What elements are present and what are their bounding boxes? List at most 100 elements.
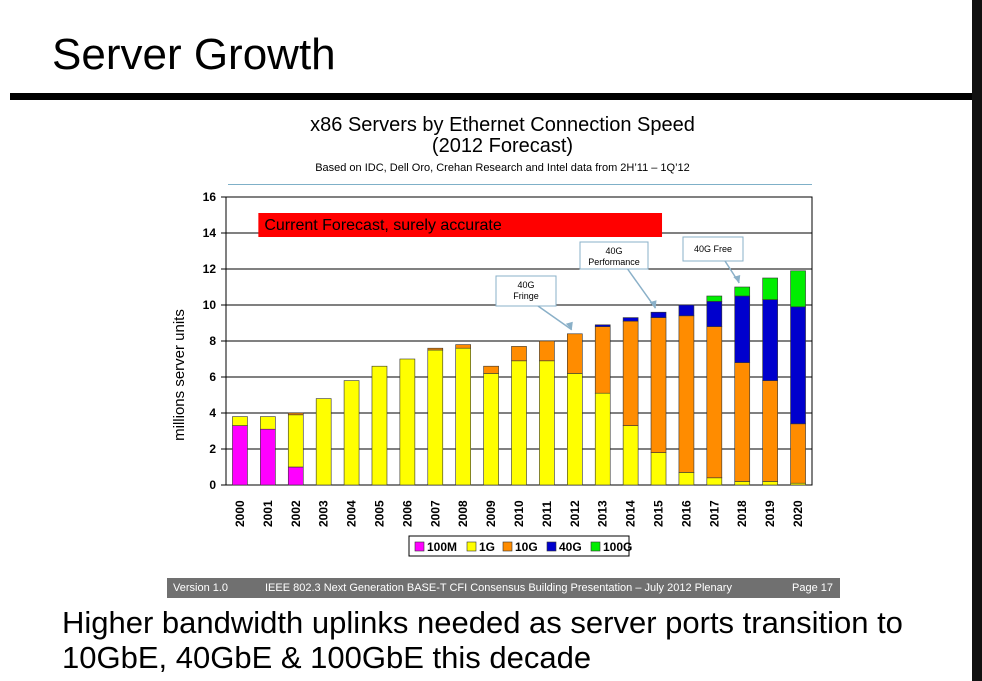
bar-segment-10g bbox=[762, 380, 778, 482]
callout-arrow bbox=[626, 268, 657, 309]
chart-title-line1: x86 Servers by Ethernet Connection Speed bbox=[310, 114, 695, 136]
x-tick-label: 2017 bbox=[707, 500, 721, 527]
legend-swatch bbox=[414, 541, 425, 552]
bar-segment-10g bbox=[511, 346, 527, 362]
bar-segment-1g bbox=[455, 347, 471, 486]
bar-segment-40g bbox=[650, 311, 667, 318]
x-tick-label: 2011 bbox=[540, 501, 554, 527]
bar-segment-1g bbox=[678, 472, 695, 486]
forecast-banner bbox=[258, 213, 663, 237]
x-tick-label: 2004 bbox=[345, 500, 359, 527]
callout-text: 40G bbox=[517, 280, 534, 290]
bar-segment-40g bbox=[594, 324, 611, 327]
bar-segment-100m bbox=[260, 428, 276, 486]
legend-label: 100G bbox=[603, 540, 632, 554]
y-tick-label: 12 bbox=[203, 262, 217, 276]
callout-box bbox=[579, 241, 649, 270]
y-tick-label: 14 bbox=[203, 226, 217, 240]
bar-segment-100g bbox=[706, 295, 723, 302]
bar-segment-10g bbox=[622, 320, 639, 426]
bar-segment-1g bbox=[287, 414, 304, 468]
x-tick-label: 2018 bbox=[735, 500, 749, 527]
bar-segment-10g bbox=[678, 315, 695, 473]
bar-segment-10g bbox=[706, 326, 723, 479]
bar-segment-100g bbox=[790, 270, 806, 308]
subtitle-divider bbox=[228, 184, 812, 185]
bar-segment-10g bbox=[790, 423, 806, 484]
takeaway-line1: Higher bandwidth uplinks needed as serve… bbox=[62, 605, 903, 640]
bar-segment-1g bbox=[343, 380, 360, 486]
bar-segment-10g bbox=[427, 347, 444, 351]
chart-title: x86 Servers by Ethernet Connection Speed… bbox=[230, 115, 775, 157]
x-tick-label: 2000 bbox=[233, 500, 247, 527]
callout-text: 40G bbox=[605, 246, 622, 256]
bar-segment-10g bbox=[734, 362, 751, 482]
legend-label: 40G bbox=[559, 540, 582, 554]
x-tick-label: 2014 bbox=[624, 500, 638, 527]
callout-arrowhead bbox=[649, 300, 657, 309]
bar-segment-10g bbox=[539, 340, 555, 362]
bar-segment-1g bbox=[567, 373, 583, 486]
x-tick-label: 2008 bbox=[456, 500, 470, 527]
legend-label: 100M bbox=[427, 540, 457, 554]
bar-segment-10g bbox=[594, 326, 611, 394]
x-tick-label: 2002 bbox=[289, 500, 303, 527]
bar-segment-1g bbox=[594, 392, 611, 486]
legend-swatch bbox=[590, 541, 601, 552]
slide-takeaway: Higher bandwidth uplinks needed as serve… bbox=[62, 605, 962, 675]
bar-segment-1g bbox=[762, 481, 778, 486]
callout-text: 40G Free bbox=[694, 244, 732, 254]
bar-segment-10g bbox=[455, 344, 471, 349]
bar-segment-1g bbox=[622, 425, 639, 486]
bar-segment-1g bbox=[399, 358, 416, 486]
slide-title: Server Growth bbox=[52, 30, 336, 79]
bar-segment-40g bbox=[706, 301, 723, 327]
legend-swatch bbox=[502, 541, 513, 552]
x-tick-label: 2009 bbox=[484, 500, 498, 527]
bar-segment-100g bbox=[734, 286, 751, 297]
x-tick-label: 2016 bbox=[679, 500, 693, 527]
y-tick-label: 2 bbox=[209, 442, 216, 456]
bar-segment-100m bbox=[287, 466, 304, 486]
y-tick-label: 8 bbox=[209, 334, 216, 348]
y-tick-label: 16 bbox=[203, 190, 217, 204]
bar-segment-1g bbox=[483, 373, 499, 486]
x-tick-label: 2020 bbox=[791, 500, 805, 527]
bar-segment-40g bbox=[622, 317, 639, 322]
callout-text: Performance bbox=[588, 257, 640, 267]
bar-segment-1g bbox=[706, 477, 723, 486]
bar-segment-100g bbox=[762, 277, 778, 300]
bar-segment-1g bbox=[539, 360, 555, 486]
x-tick-label: 2013 bbox=[596, 500, 610, 527]
callout-box bbox=[682, 236, 744, 262]
forecast-banner-text: Current Forecast, surely accurate bbox=[264, 217, 502, 234]
y-tick-label: 4 bbox=[209, 406, 216, 420]
bar-segment-1g bbox=[260, 416, 276, 430]
callout-box bbox=[495, 275, 557, 307]
bar-segment-1g bbox=[650, 452, 667, 486]
bar-segment-1g bbox=[734, 481, 751, 486]
x-tick-label: 2006 bbox=[400, 500, 414, 527]
x-tick-label: 2005 bbox=[372, 500, 386, 527]
bar-segment-1g bbox=[371, 365, 388, 486]
callout-text: Fringe bbox=[513, 291, 539, 301]
bar-segment-100m bbox=[232, 425, 248, 486]
y-axis-label: millions server units bbox=[171, 309, 188, 441]
x-tick-label: 2010 bbox=[512, 500, 526, 527]
takeaway-line2: 10GbE, 40GbE & 100GbE this decade bbox=[62, 640, 592, 675]
footer-bar: Version 1.0 IEEE 802.3 Next Generation B… bbox=[167, 578, 840, 598]
bar-segment-1g bbox=[511, 360, 527, 486]
bar-segment-10g bbox=[567, 333, 583, 374]
x-tick-label: 2015 bbox=[652, 500, 666, 527]
x-tick-label: 2019 bbox=[763, 500, 777, 527]
bar-segment-10g bbox=[650, 317, 667, 453]
chart-title-line2: (2012 Forecast) bbox=[431, 135, 574, 157]
title-divider bbox=[10, 93, 972, 100]
y-tick-label: 0 bbox=[209, 478, 216, 492]
legend-label: 10G bbox=[515, 540, 538, 554]
bar-segment-1g bbox=[232, 416, 248, 426]
callout-arrowhead bbox=[733, 275, 741, 283]
legend-label: 1G bbox=[479, 540, 495, 554]
footer-center-text: IEEE 802.3 Next Generation BASE-T CFI Co… bbox=[265, 582, 732, 594]
legend-swatch bbox=[466, 541, 477, 552]
